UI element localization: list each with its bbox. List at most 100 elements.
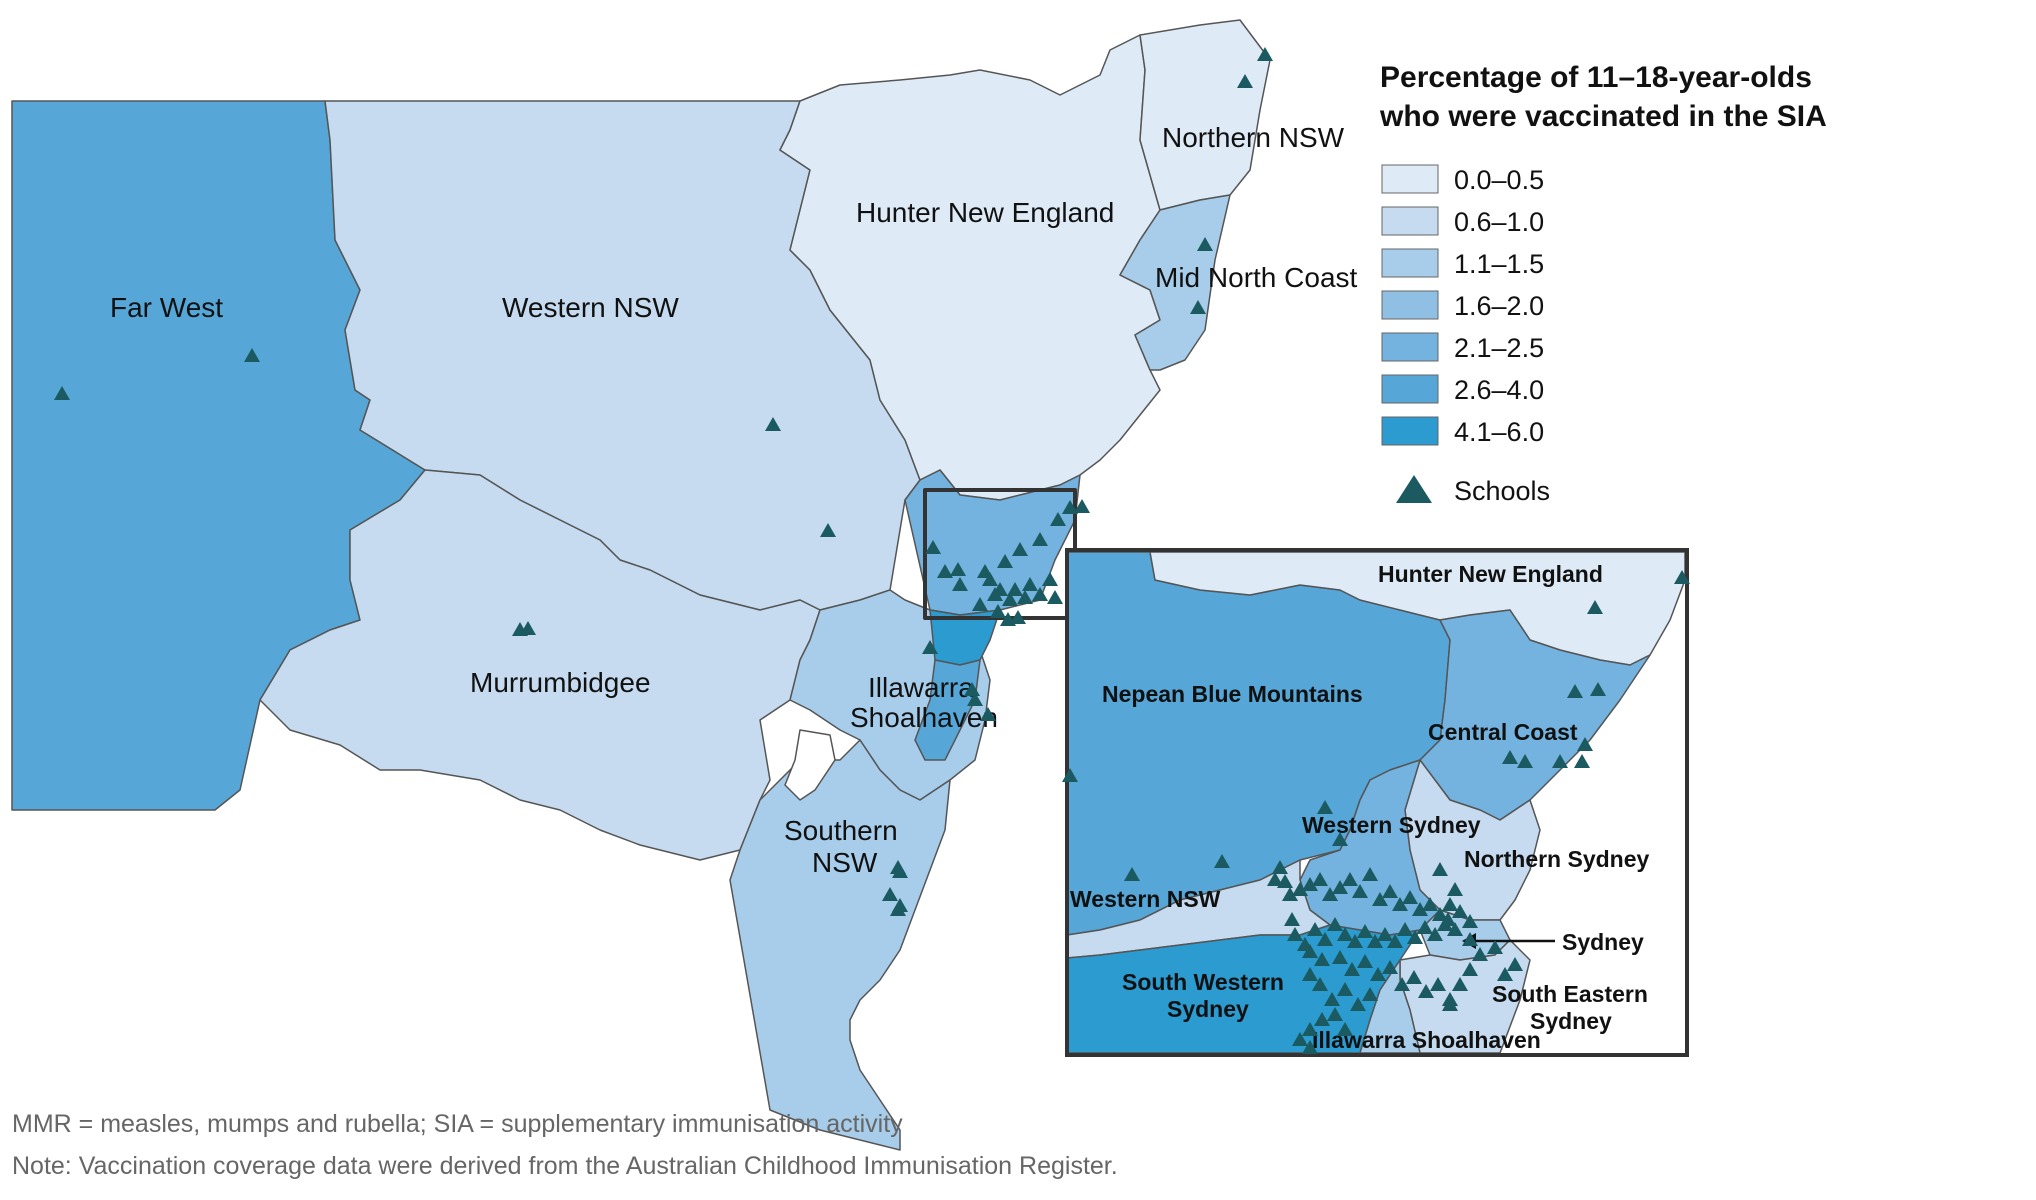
- region-hunter-new-england: [779, 34, 1161, 501]
- school-marker: [1302, 944, 1318, 958]
- legend-title-line2: who were vaccinated in the SIA: [1379, 100, 1827, 133]
- legend-swatch-2: [1381, 248, 1439, 278]
- region-northern-nsw: [1139, 19, 1271, 211]
- school-markers: [54, 47, 1690, 1054]
- school-marker: [1312, 872, 1328, 886]
- school-marker: [1447, 922, 1463, 936]
- school-marker: [1462, 914, 1478, 928]
- school-marker: [1050, 512, 1066, 526]
- school-marker: [937, 564, 953, 578]
- inset-labels: Hunter New England Nepean Blue Mountains…: [1070, 561, 1650, 1053]
- school-marker: [1322, 887, 1338, 901]
- legend-label-2: 1.1–1.5: [1454, 249, 1544, 279]
- school-marker: [765, 417, 781, 431]
- school-marker: [1314, 1012, 1330, 1026]
- school-marker: [1337, 982, 1353, 996]
- act-territory: [784, 729, 836, 801]
- school-marker: [1302, 877, 1318, 891]
- legend-items: 0.0–0.5 0.6–1.0 1.1–1.5 1.6–2.0 2.1–2.5 2.6–4…: [1381, 164, 1544, 447]
- school-marker: [1257, 47, 1273, 61]
- inset-label-western-sydney: Western Sydney: [1302, 812, 1481, 838]
- legend-label-6: 4.1–6.0: [1454, 417, 1544, 447]
- school-marker: [1362, 867, 1378, 881]
- school-marker: [1327, 917, 1343, 931]
- legend-label-1: 0.6–1.0: [1454, 207, 1544, 237]
- school-marker: [1302, 1022, 1318, 1036]
- school-marker: [1402, 890, 1418, 904]
- school-marker: [890, 860, 906, 874]
- school-marker: [1552, 754, 1568, 768]
- inset-label-western-nsw: Western NSW: [1070, 886, 1221, 912]
- school-marker: [1302, 1040, 1318, 1054]
- school-marker: [520, 621, 536, 635]
- school-marker: [1432, 862, 1448, 876]
- school-marker: [1442, 897, 1458, 911]
- label-far-west: Far West: [110, 292, 223, 323]
- school-marker: [1197, 237, 1213, 251]
- school-marker: [1487, 940, 1503, 954]
- school-marker: [1324, 992, 1340, 1006]
- school-marker: [1317, 800, 1333, 814]
- school-marker: [1387, 934, 1403, 948]
- school-marker: [1567, 684, 1583, 698]
- school-marker: [1272, 860, 1288, 874]
- school-marker: [1284, 912, 1300, 926]
- label-northern-nsw: Northern NSW: [1162, 122, 1345, 153]
- region-sydney-metro-strip: [904, 469, 1081, 616]
- school-marker: [1347, 934, 1363, 948]
- school-marker: [1418, 984, 1434, 998]
- school-marker: [1317, 932, 1333, 946]
- school-marker: [1507, 957, 1523, 971]
- school-marker: [1012, 542, 1028, 556]
- label-mid-north-coast: Mid North Coast: [1155, 262, 1358, 293]
- main-map-labels: Far West Western NSW Hunter New England …: [110, 122, 1358, 878]
- school-marker: [1332, 950, 1348, 964]
- school-marker: [890, 902, 906, 916]
- region-coastal-strip-south: [914, 659, 981, 761]
- school-marker: [1124, 867, 1140, 881]
- inset-region-illawarra-shoalhaven: [1359, 959, 1421, 1054]
- school-marker: [1417, 920, 1433, 934]
- school-marker: [950, 562, 966, 576]
- region-southern-nsw: [729, 739, 951, 1151]
- school-marker: [1190, 300, 1206, 314]
- legend-swatch-3: [1381, 290, 1439, 320]
- inset-region-central-coast: [1419, 609, 1651, 821]
- inset-label-nepean-blue-mountains: Nepean Blue Mountains: [1102, 681, 1363, 707]
- school-marker: [1674, 570, 1690, 584]
- school-marker: [1337, 927, 1353, 941]
- school-marker: [1462, 962, 1478, 976]
- school-marker: [1367, 934, 1383, 948]
- legend-label-5: 2.6–4.0: [1454, 375, 1544, 405]
- school-marker: [992, 582, 1008, 596]
- school-marker: [1032, 532, 1048, 546]
- school-marker: [1440, 912, 1456, 926]
- school-marker: [1422, 897, 1438, 911]
- school-marker: [1397, 922, 1413, 936]
- school-marker: [1394, 977, 1410, 991]
- school-marker: [1282, 887, 1298, 901]
- label-southern-line2: NSW: [812, 847, 878, 878]
- label-murrumbidgee: Murrumbidgee: [470, 667, 651, 698]
- school-marker: [1452, 977, 1468, 991]
- school-marker: [1032, 587, 1048, 601]
- school-marker: [980, 707, 996, 721]
- legend-swatch-5: [1381, 374, 1439, 404]
- school-marker: [1047, 590, 1063, 604]
- school-marker: [997, 554, 1013, 568]
- school-marker: [1590, 682, 1606, 696]
- label-illawarra-line1: Illawarra: [868, 672, 974, 703]
- school-marker: [1342, 872, 1358, 886]
- legend-label-0: 0.0–0.5: [1454, 165, 1544, 195]
- school-marker: [1292, 1032, 1308, 1046]
- school-marker: [1312, 977, 1328, 991]
- school-marker: [1337, 1022, 1353, 1036]
- school-marker: [1406, 970, 1422, 984]
- school-marker: [1010, 610, 1026, 624]
- school-marker: [1447, 882, 1463, 896]
- label-hunter-new-england: Hunter New England: [856, 197, 1114, 228]
- inset-label-south-western-line1: South Western: [1122, 969, 1284, 995]
- school-marker: [1407, 930, 1423, 944]
- footnote-note: Note: Vaccination coverage data were der…: [12, 1152, 1118, 1180]
